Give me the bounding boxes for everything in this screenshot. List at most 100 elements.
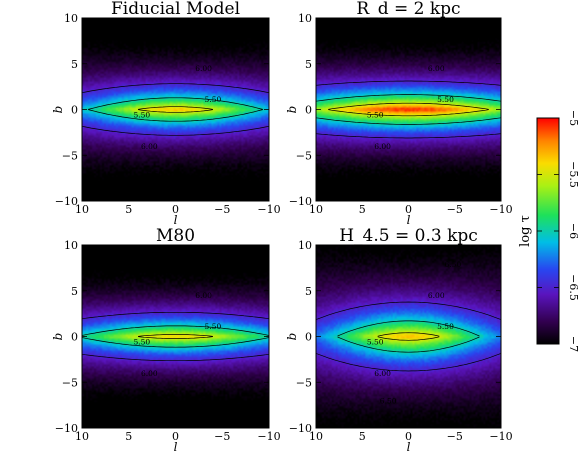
contour-label: 6.00	[195, 291, 212, 300]
contour-line	[81, 125, 270, 136]
contour-line	[81, 353, 270, 362]
panel-4: 6.50 6.00 5.50 5.50 6.00 6.50 10 10 5 5 0 0 −5 −5 −10 −…	[285, 226, 513, 454]
x-axis-label: l	[407, 213, 411, 227]
contour-line	[337, 320, 480, 337]
contour-line	[315, 133, 502, 139]
contour-label: 6.50	[147, 396, 164, 405]
y-tick-label: 0	[71, 331, 78, 344]
y-tick-label: −5	[296, 149, 312, 162]
x-axis-label: l	[174, 213, 178, 227]
y-axis-label: b	[285, 333, 299, 341]
contour-line	[315, 117, 502, 125]
y-tick-label: −5	[62, 149, 78, 162]
y-tick-label: 10	[298, 239, 312, 252]
y-tick-label: 5	[71, 285, 78, 298]
x-tick-label: 0	[405, 430, 412, 443]
contour-line	[328, 109, 489, 117]
y-tick-label: −10	[55, 195, 78, 208]
y-axis-label: b	[285, 106, 299, 114]
x-tick-label: 5	[359, 430, 366, 443]
x-tick-label: −5	[214, 203, 230, 216]
x-axis-label: l	[174, 440, 178, 454]
contour-label: 6.00	[374, 369, 391, 378]
y-tick-label: −10	[289, 422, 312, 435]
contour-label: 5.50	[205, 95, 222, 104]
colorbar-tick-label: −5	[567, 110, 580, 126]
contour-line	[337, 336, 480, 353]
colorbar: −5 −5.5 −6 −6.5 −7 log τ	[518, 110, 580, 352]
contour-label: 6.00	[141, 142, 158, 151]
contour-label: 6.00	[374, 142, 391, 151]
contour-line	[88, 97, 263, 110]
contour-line	[88, 109, 263, 122]
colorbar-label: log τ	[518, 215, 533, 247]
colorbar-tick-label: −6.5	[567, 274, 580, 301]
contour-label: 5.50	[367, 338, 384, 347]
x-tick-label: −10	[489, 203, 512, 216]
y-tick-label: 0	[305, 104, 312, 117]
contour-label: 5.50	[133, 338, 150, 347]
contour-label: 5.50	[367, 111, 384, 120]
x-tick-label: 5	[125, 430, 132, 443]
x-tick-label: 5	[359, 203, 366, 216]
x-tick-label: −5	[447, 203, 463, 216]
contour-label: 6.00	[428, 291, 445, 300]
contour-line	[81, 311, 270, 320]
y-tick-label: 5	[305, 285, 312, 298]
panel-1: 6.50 6.00 5.50 5.50 6.00 6.50 10 10 5 5 0 0 −5 −5 −10 −…	[51, 0, 281, 227]
contour-line	[315, 353, 502, 372]
colorbar-tick-label: −5.5	[567, 161, 580, 188]
y-tick-label: −5	[62, 376, 78, 389]
y-tick-label: 0	[71, 104, 78, 117]
heatmap-image	[316, 245, 501, 428]
panel-2: 6.50 6.00 5.50 5.50 6.00 6.50 10 10 5 5 0 0 −5 −5 −10 −…	[285, 0, 513, 227]
y-tick-label: 5	[71, 58, 78, 71]
x-tick-label: −10	[257, 430, 280, 443]
heatmap-image	[82, 245, 269, 428]
contour-label: 5.50	[437, 322, 454, 331]
contour-label: 6.50	[445, 33, 462, 42]
y-tick-label: 10	[64, 239, 78, 252]
contour-line	[328, 102, 489, 110]
x-axis-label: l	[407, 440, 411, 454]
y-tick-label: 5	[305, 58, 312, 71]
contour-label: 5.50	[133, 111, 150, 120]
y-tick-label: −10	[55, 422, 78, 435]
contour-label: 6.50	[147, 169, 164, 178]
x-tick-label: 0	[172, 430, 179, 443]
panel-title: R_d = 2 kpc	[356, 0, 460, 19]
contour-line	[138, 106, 213, 110]
panel-title: M80	[156, 226, 195, 246]
heatmap-image	[82, 18, 269, 201]
contour-label: 6.00	[141, 369, 158, 378]
x-tick-label: 0	[172, 203, 179, 216]
colorbar-tick-label: −7	[567, 336, 580, 352]
contour-line	[81, 337, 270, 348]
contour-line	[138, 336, 213, 339]
y-axis-label: b	[51, 333, 65, 341]
heatmap-image	[316, 18, 501, 201]
contour-line	[81, 325, 270, 336]
x-tick-label: −5	[214, 430, 230, 443]
contour-label: 6.50	[445, 260, 462, 269]
x-tick-label: −10	[257, 203, 280, 216]
contour-line	[138, 109, 213, 113]
contour-line	[315, 301, 502, 320]
x-tick-label: 10	[309, 203, 323, 216]
contour-label: 6.50	[380, 396, 397, 405]
x-tick-label: −5	[447, 430, 463, 443]
contour-label: 6.50	[212, 260, 229, 269]
x-tick-label: 0	[405, 203, 412, 216]
y-tick-label: 10	[298, 12, 312, 25]
contour-line	[315, 94, 502, 102]
panel-3: 6.50 6.00 5.50 5.50 6.00 6.50 10 10 5 5 0 0 −5 −5 −10 −…	[51, 226, 281, 454]
contour-label: 5.50	[205, 322, 222, 331]
x-tick-label: −10	[489, 430, 512, 443]
y-tick-label: −10	[289, 195, 312, 208]
contour-line	[138, 334, 213, 337]
contour-line	[81, 83, 270, 94]
contour-label: 6.00	[195, 64, 212, 73]
contour-line	[377, 332, 440, 337]
panel-title: Fiducial Model	[111, 0, 240, 19]
